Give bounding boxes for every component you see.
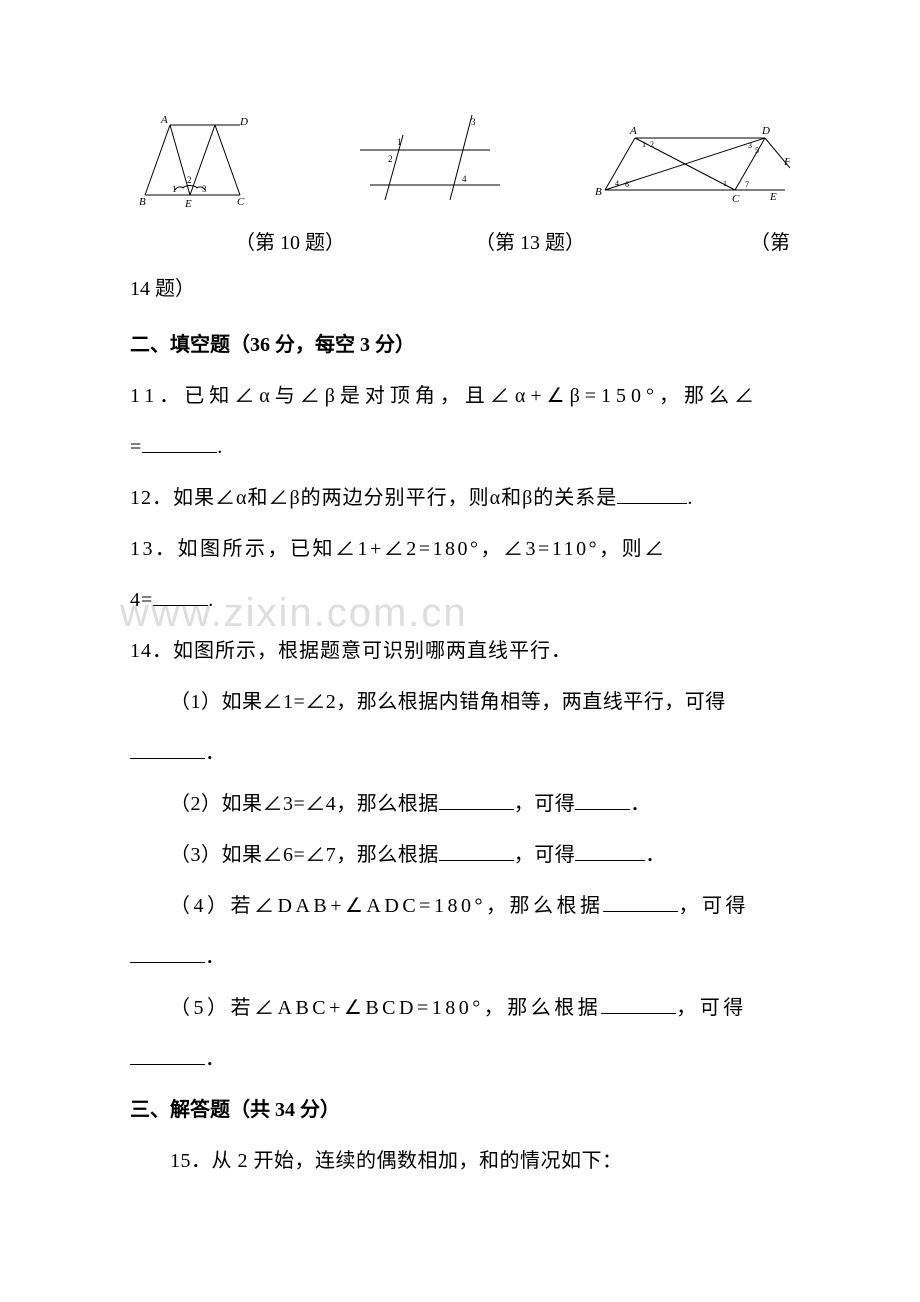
q13-eq: 4= <box>130 589 153 611</box>
q14-sub5-blank2 <box>130 1045 205 1065</box>
svg-text:D: D <box>239 116 248 128</box>
q13-blank <box>153 586 208 606</box>
q14-sub5: （5）若∠ABC+∠BCD=180°，那么根据 ，可得 <box>170 990 790 1026</box>
figure-10-caption: （第 10 题） <box>235 225 345 261</box>
svg-text:C: C <box>732 193 740 205</box>
svg-text:1: 1 <box>172 184 177 194</box>
svg-text:3: 3 <box>202 184 207 194</box>
question-12: 12．如果∠α和∠β的两边分别平行，则α和β的关系是. <box>130 480 790 516</box>
q14-sub2-c: ． <box>630 793 651 815</box>
svg-text:B: B <box>595 186 602 198</box>
svg-text:4: 4 <box>462 174 467 184</box>
q12-blank <box>617 484 687 504</box>
question-14: 14．如图所示，根据题意可识别哪两直线平行． <box>130 633 790 669</box>
figure-14-caption-orphan: 14 题） <box>130 271 790 307</box>
figure-10-svg: A D B E C 1 2 3 <box>130 110 270 210</box>
q13-period: . <box>208 589 214 611</box>
q11-period: . <box>217 436 223 458</box>
svg-text:1: 1 <box>397 137 402 147</box>
svg-text:1: 1 <box>723 179 727 188</box>
figure-14-svg: A D B C E F 1 2 3 4 5 6 7 1 <box>590 120 790 210</box>
figure-13-caption: （第 13 题） <box>475 225 585 261</box>
figure-14: A D B C E F 1 2 3 4 5 6 7 1 <box>590 120 790 210</box>
q14-sub5-blank1 <box>601 994 676 1014</box>
q11-blank <box>142 433 217 453</box>
svg-text:2: 2 <box>388 154 393 164</box>
section-3-heading: 三、解答题（共 34 分） <box>130 1092 790 1128</box>
svg-text:C: C <box>237 196 245 208</box>
q14-sub1-text: （1）如果∠1=∠2，那么根据内错角相等，两直线平行，可得 <box>170 691 726 713</box>
q14-sub2-blank1 <box>439 790 514 810</box>
svg-text:A: A <box>629 125 637 137</box>
figures-row: A D B E C 1 2 3 1 2 3 <box>130 100 790 210</box>
svg-text:B: B <box>139 196 146 208</box>
q14-sub4-blank1 <box>603 892 678 912</box>
question-13-line2: 4=. www.zixin.com.cn <box>130 582 790 618</box>
question-11-line2: =. <box>130 429 790 465</box>
svg-text:7: 7 <box>745 180 749 189</box>
figure-13-svg: 1 2 3 4 <box>355 110 505 210</box>
q12-text: 12．如果∠α和∠β的两边分别平行，则α和β的关系是 <box>130 487 617 509</box>
q14-sub4-c: ． <box>205 946 225 968</box>
q14-sub3-c: ． <box>645 844 666 866</box>
q14-sub4: （4）若∠DAB+∠ADC=180°，那么根据 ，可得 <box>170 888 790 924</box>
q14-sub4-blank-line: ． <box>130 939 790 975</box>
svg-text:2: 2 <box>650 140 654 149</box>
q11-text: 11．已知∠α与∠β是对顶角，且∠α+∠β=150°，那么∠ <box>130 385 759 407</box>
svg-text:E: E <box>184 198 192 210</box>
q14-sub2-b: ，可得 <box>514 793 576 815</box>
figure-10: A D B E C 1 2 3 <box>130 110 270 210</box>
svg-text:F: F <box>783 156 790 168</box>
svg-text:1: 1 <box>642 140 646 149</box>
question-11: 11．已知∠α与∠β是对顶角，且∠α+∠β=150°，那么∠ <box>130 378 790 414</box>
q13-text: 13．如图所示，已知∠1+∠2=180°，∠3=110°，则∠ <box>130 538 667 560</box>
q14-sub5-b: ，可得 <box>676 997 747 1019</box>
q14-sub2-a: （2）如果∠3=∠4，那么根据 <box>170 793 439 815</box>
q14-sub3-b: ，可得 <box>514 844 576 866</box>
svg-text:3: 3 <box>471 117 476 127</box>
svg-text:3: 3 <box>748 141 752 150</box>
q14-sub5-c: ． <box>205 1048 225 1070</box>
q14-sub2-blank2 <box>575 790 630 810</box>
svg-text:D: D <box>761 125 770 137</box>
q12-period: . <box>687 487 693 509</box>
q14-sub4-a: （4）若∠DAB+∠ADC=180°，那么根据 <box>170 895 603 917</box>
q14-sub3: （3）如果∠6=∠7，那么根据 ，可得 ． <box>170 837 790 873</box>
question-15: 15．从 2 开始，连续的偶数相加，和的情况如下： <box>170 1143 790 1179</box>
svg-text:5: 5 <box>755 146 759 155</box>
figure-14-caption-partial: （第 <box>750 225 790 261</box>
q14-sub1-blank-line: ． <box>130 735 790 771</box>
q14-sub5-a: （5）若∠ABC+∠BCD=180°，那么根据 <box>170 997 601 1019</box>
captions-row: （第 10 题） （第 13 题） （第 <box>130 225 790 261</box>
svg-text:4: 4 <box>615 179 619 188</box>
q14-sub1-blank <box>130 739 205 759</box>
q14-sub1: （1）如果∠1=∠2，那么根据内错角相等，两直线平行，可得 <box>170 684 790 720</box>
svg-text:6: 6 <box>625 180 629 189</box>
q14-sub2: （2）如果∠3=∠4，那么根据 ，可得 ． <box>170 786 790 822</box>
svg-text:2: 2 <box>187 175 192 185</box>
q14-sub4-b: ，可得 <box>678 895 749 917</box>
q14-sub1-period: ． <box>205 742 225 764</box>
svg-text:E: E <box>769 191 777 203</box>
svg-text:A: A <box>160 114 168 126</box>
figure-13: 1 2 3 4 <box>355 110 505 210</box>
q14-sub3-blank2 <box>575 841 645 861</box>
q14-sub3-blank1 <box>439 841 514 861</box>
q11-eq: = <box>130 436 142 458</box>
section-2-heading: 二、填空题（36 分，每空 3 分） <box>130 327 790 363</box>
q14-sub5-blank-line: ． <box>130 1041 790 1077</box>
q14-sub4-blank2 <box>130 943 205 963</box>
q14-sub3-a: （3）如果∠6=∠7，那么根据 <box>170 844 439 866</box>
question-13: 13．如图所示，已知∠1+∠2=180°，∠3=110°，则∠ <box>130 531 790 567</box>
